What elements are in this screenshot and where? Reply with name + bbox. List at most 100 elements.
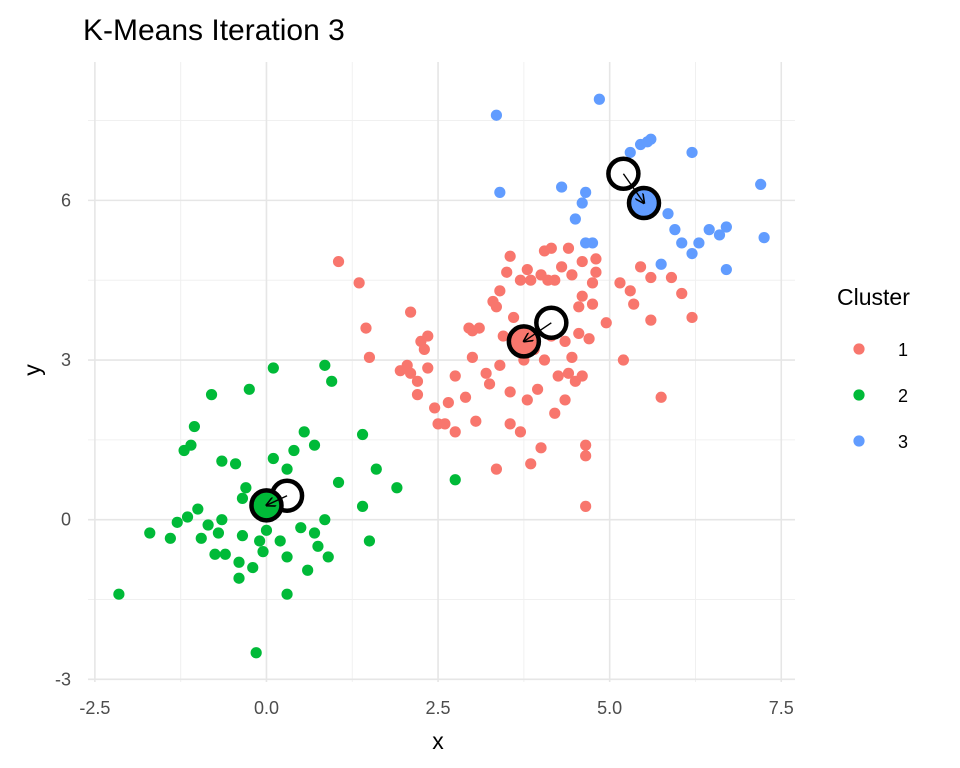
data-point-cluster-3 [624, 146, 636, 159]
data-point-cluster-1 [497, 330, 509, 342]
data-point-cluster-1 [665, 271, 678, 284]
y-tick-label: 6 [61, 190, 71, 210]
data-point-cluster-2 [240, 482, 252, 494]
data-point-cluster-2 [236, 492, 249, 504]
data-point-cluster-2 [281, 463, 293, 475]
data-point-cluster-1 [531, 383, 544, 395]
data-point-cluster-1 [655, 391, 667, 403]
x-tick-label: 5.0 [597, 698, 622, 718]
data-point-cluster-1 [411, 375, 424, 387]
data-point-cluster-2 [233, 572, 245, 584]
data-point-cluster-2 [326, 375, 338, 387]
legend-label-3: 3 [898, 432, 908, 452]
data-point-cluster-3 [494, 186, 506, 198]
legend-key-3 [853, 435, 865, 447]
data-point-cluster-1 [634, 261, 647, 273]
data-point-cluster-1 [514, 274, 527, 286]
data-point-cluster-2 [250, 647, 262, 659]
data-point-cluster-2 [449, 474, 461, 486]
data-point-cluster-3 [758, 232, 770, 244]
data-point-cluster-1 [501, 266, 513, 278]
data-point-cluster-1 [449, 426, 461, 438]
data-point-cluster-1 [645, 271, 657, 284]
data-point-cluster-1 [504, 386, 516, 398]
legend-title: Cluster [837, 284, 910, 310]
data-point-cluster-1 [429, 402, 441, 414]
data-point-cluster-1 [538, 354, 551, 366]
data-point-cluster-1 [353, 277, 365, 289]
data-point-cluster-1 [559, 394, 571, 406]
data-point-cluster-1 [549, 274, 561, 286]
legend: Cluster 1 2 3 [837, 284, 910, 452]
data-point-cluster-1 [422, 330, 434, 342]
data-point-cluster-1 [549, 407, 561, 419]
data-point-cluster-1 [573, 301, 585, 313]
data-point-cluster-1 [459, 391, 472, 403]
data-point-cluster-1 [332, 255, 345, 268]
data-point-cluster-1 [473, 322, 485, 334]
data-point-cluster-2 [185, 439, 197, 451]
data-point-cluster-1 [580, 500, 592, 512]
data-point-cluster-1 [676, 287, 688, 300]
data-point-cluster-2 [171, 516, 183, 528]
data-point-cluster-1 [566, 351, 578, 363]
data-point-cluster-3 [669, 224, 681, 236]
data-point-cluster-1 [418, 343, 430, 355]
centroid-shift-arrow-1 [524, 322, 552, 342]
data-point-cluster-1 [494, 285, 506, 297]
data-point-cluster-1 [470, 415, 482, 427]
data-point-cluster-1 [586, 298, 599, 310]
legend-label-1: 1 [898, 340, 908, 360]
axis-ticks: -2.5 0.0 2.5 5.0 7.5 -3 0 3 6 [55, 190, 794, 718]
data-point-cluster-1 [624, 285, 636, 297]
data-point-cluster-2 [254, 535, 266, 547]
data-point-cluster-2 [281, 588, 293, 600]
data-point-cluster-2 [356, 428, 369, 441]
x-tick-label: -2.5 [79, 698, 110, 718]
data-point-cluster-1 [480, 367, 492, 379]
data-point-cluster-2 [281, 551, 293, 563]
data-point-cluster-1 [580, 450, 592, 462]
data-point-cluster-1 [466, 351, 478, 363]
data-point-cluster-1 [422, 362, 434, 374]
data-point-cluster-2 [236, 530, 249, 542]
data-point-cluster-2 [209, 548, 221, 560]
data-point-cluster-1 [617, 354, 629, 366]
data-point-cluster-2 [243, 383, 255, 395]
data-point-cluster-1 [590, 266, 602, 278]
data-point-cluster-1 [562, 367, 575, 379]
data-point-cluster-3 [720, 221, 732, 233]
data-point-cluster-1 [566, 269, 578, 281]
data-point-cluster-1 [507, 311, 520, 324]
data-point-cluster-2 [216, 514, 228, 526]
data-point-cluster-1 [559, 335, 571, 347]
data-point-cluster-2 [274, 535, 286, 547]
data-point-cluster-3 [580, 186, 592, 198]
data-point-cluster-3 [586, 237, 599, 249]
data-point-cluster-1 [576, 290, 588, 302]
data-point-cluster-3 [720, 263, 732, 276]
data-point-cluster-2 [288, 444, 300, 457]
data-point-cluster-1 [490, 301, 503, 313]
y-tick-label: 0 [61, 510, 71, 530]
data-point-cluster-2 [295, 522, 307, 534]
y-tick-label: 3 [61, 350, 71, 370]
data-point-cluster-2 [260, 524, 273, 536]
data-point-cluster-2 [312, 540, 324, 552]
data-point-cluster-3 [676, 237, 688, 249]
data-point-cluster-1 [521, 394, 533, 406]
data-point-cluster-3 [686, 247, 698, 260]
data-point-cluster-2 [205, 389, 218, 401]
data-point-cluster-1 [504, 250, 516, 262]
data-point-cluster-1 [521, 263, 533, 276]
data-point-cluster-1 [490, 463, 503, 475]
data-point-cluster-1 [573, 327, 585, 340]
data-point-cluster-2 [202, 519, 214, 531]
data-point-cluster-2 [219, 548, 231, 560]
data-point-cluster-1 [583, 333, 595, 345]
data-point-cluster-1 [411, 389, 424, 401]
data-point-cluster-3 [569, 213, 581, 225]
data-point-cluster-1 [504, 418, 516, 430]
data-point-cluster-2 [216, 455, 228, 467]
